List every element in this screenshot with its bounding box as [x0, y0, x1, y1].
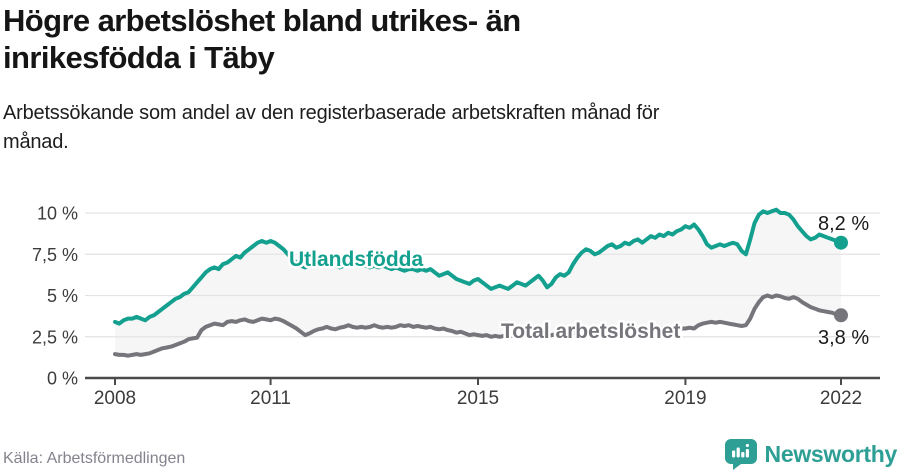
- logo-bubble-shape: [724, 439, 757, 470]
- x-tick-label: 2011: [250, 388, 291, 409]
- page-title: Högre arbetslöshet bland utrikes- än inr…: [3, 2, 763, 76]
- end-value-label: 8,2 %: [818, 213, 869, 235]
- y-tick-label: 10 %: [37, 204, 78, 224]
- series-label-utlandsfodda: Utlandsfödda: [289, 248, 423, 271]
- series-line-total: [113, 293, 843, 358]
- x-tick-label: 2022: [820, 388, 862, 409]
- end-dot-total: [833, 308, 848, 323]
- x-tick-label: 2015: [457, 388, 499, 409]
- chart-subtitle: Arbetssökande som andel av den registerb…: [3, 99, 873, 157]
- series-label-total: Total arbetslöshet: [501, 320, 680, 343]
- series-line-utlandsfodda: [113, 207, 843, 326]
- title-line-1: Högre arbetslöshet bland utrikes- än: [3, 3, 521, 38]
- newsworthy-brand: Newsworthy: [724, 439, 898, 470]
- source-note: Källa: Arbetsförmedlingen: [3, 450, 186, 467]
- x-tick-label: 2019: [664, 388, 706, 409]
- logo-bar-chart-glyph: [731, 444, 749, 458]
- subtitle-line-2: månad.: [3, 131, 69, 153]
- y-tick-label: 0 %: [47, 369, 78, 389]
- x-tick-label: 2008: [94, 388, 136, 409]
- newsworthy-logo-icon: [724, 439, 757, 470]
- end-dot-utlandsfodda: [833, 235, 848, 250]
- brand-name: Newsworthy: [764, 441, 898, 467]
- subtitle-line-1: Arbetssökande som andel av den registerb…: [3, 102, 660, 124]
- end-value-label: 3,8 %: [818, 327, 869, 349]
- y-tick-label: 7,5 %: [32, 245, 78, 265]
- y-tick-label: 5 %: [47, 286, 78, 306]
- between-lines-fill: [115, 209, 841, 356]
- title-line-2: inrikesfödda i Täby: [3, 40, 275, 75]
- y-tick-label: 2,5 %: [32, 327, 78, 347]
